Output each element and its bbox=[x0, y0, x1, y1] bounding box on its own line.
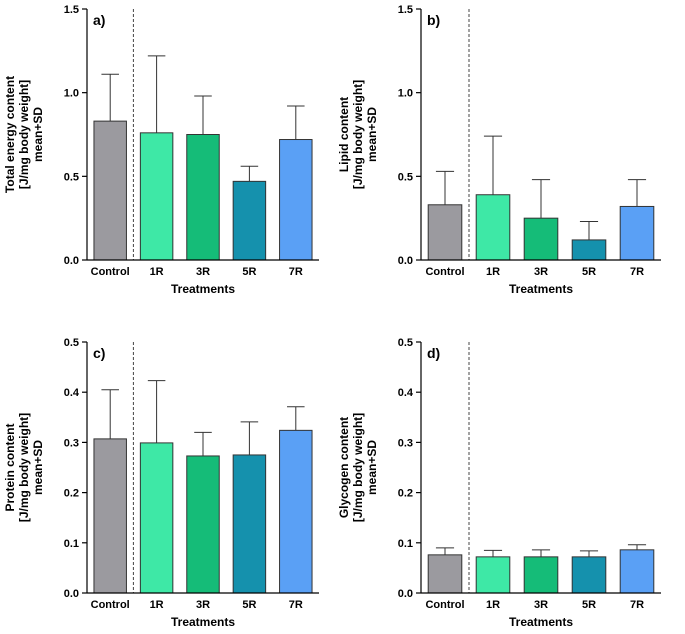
bar-7r bbox=[619, 205, 655, 261]
y-axis-title-line: [J/mg body weight] bbox=[351, 80, 365, 189]
x-tick-label: 3R bbox=[534, 266, 548, 278]
y-axis-title-line: mean+SD bbox=[365, 107, 379, 162]
x-axis-title: Treatments bbox=[509, 282, 573, 296]
bar-5r bbox=[571, 556, 607, 594]
panel-label: d) bbox=[427, 345, 440, 361]
y-tick-label: 0.5 bbox=[64, 171, 79, 183]
y-tick-label: 0.3 bbox=[64, 437, 79, 449]
x-axis-title: Treatments bbox=[171, 615, 235, 629]
y-axis-title-line: [J/mg body weight] bbox=[351, 413, 365, 522]
bar-1r bbox=[139, 442, 174, 594]
panel-label: c) bbox=[93, 345, 105, 361]
y-tick-label: 0.2 bbox=[398, 488, 413, 500]
y-tick-label: 0.4 bbox=[64, 387, 80, 399]
y-tick-label: 1.0 bbox=[64, 88, 79, 100]
bar-5r bbox=[571, 239, 607, 261]
y-tick-label: 0.5 bbox=[398, 337, 413, 349]
y-axis-title-line: mean+SD bbox=[365, 440, 379, 495]
x-tick-label: 3R bbox=[196, 599, 210, 611]
y-axis-title-line: Lipid content bbox=[337, 97, 351, 172]
y-tick-label: 1.5 bbox=[64, 4, 79, 16]
y-axis-title-line: Total energy content bbox=[3, 76, 17, 193]
y-tick-label: 0.1 bbox=[398, 538, 413, 550]
x-tick-label: 7R bbox=[289, 599, 303, 611]
bar-1r bbox=[475, 194, 511, 261]
x-tick-label: 1R bbox=[486, 266, 500, 278]
y-tick-label: 0.4 bbox=[398, 387, 414, 399]
bar-3r bbox=[523, 217, 559, 261]
x-tick-label: 7R bbox=[630, 266, 644, 278]
chart-panel-a: Control 1R 3R 5R 7R 0.0 0.5 1.0 1.5 a) Treatments T… bbox=[3, 4, 319, 296]
bar-7r bbox=[279, 429, 313, 594]
y-tick-label: 0.3 bbox=[398, 437, 413, 449]
chart-panel-d: Control 1R 3R 5R 7R 0.0 0.1 0.2 0.3 0.4 0.5 d) Treat… bbox=[337, 337, 661, 629]
bar-control bbox=[93, 120, 127, 261]
x-tick-label: 1R bbox=[150, 599, 164, 611]
y-axis-title-line: [J/mg body weight] bbox=[17, 413, 31, 522]
bar-3r bbox=[186, 455, 220, 594]
x-tick-label: 3R bbox=[534, 599, 548, 611]
x-tick-label: Control bbox=[425, 599, 464, 611]
y-tick-label: 0.1 bbox=[64, 538, 79, 550]
y-tick-label: 0.0 bbox=[398, 255, 413, 267]
x-axis-title: Treatments bbox=[171, 282, 235, 296]
y-axis-title-line: [J/mg body weight] bbox=[17, 80, 31, 189]
x-tick-label: 5R bbox=[582, 599, 596, 611]
bar-5r bbox=[232, 180, 267, 261]
bar-3r bbox=[186, 134, 220, 261]
x-tick-label: 3R bbox=[196, 266, 210, 278]
chart-panel-c: Control 1R 3R 5R 7R 0.0 0.1 0.2 0.3 0.4 0.5 c) Treat… bbox=[3, 337, 319, 629]
y-tick-label: 1.0 bbox=[398, 88, 413, 100]
y-axis-title-line: Glycogen content bbox=[337, 417, 351, 518]
bar-7r bbox=[619, 549, 655, 594]
y-tick-label: 0.5 bbox=[398, 171, 413, 183]
panel-label: a) bbox=[93, 12, 105, 28]
x-tick-label: 7R bbox=[630, 599, 644, 611]
x-tick-label: 1R bbox=[150, 266, 164, 278]
x-tick-label: Control bbox=[425, 266, 464, 278]
bar-7r bbox=[279, 139, 313, 261]
bar-3r bbox=[523, 556, 559, 594]
x-tick-label: 7R bbox=[289, 266, 303, 278]
x-tick-label: Control bbox=[91, 266, 130, 278]
chart-panel-b: Control 1R 3R 5R 7R 0.0 0.5 1.0 1.5 b) Treatments L… bbox=[337, 4, 661, 296]
y-axis-title-line: Protein content bbox=[3, 423, 17, 511]
x-tick-label: 5R bbox=[582, 266, 596, 278]
y-tick-label: 1.5 bbox=[398, 4, 413, 16]
x-tick-label: 5R bbox=[242, 599, 256, 611]
x-tick-label: Control bbox=[91, 599, 130, 611]
x-tick-label: 5R bbox=[242, 266, 256, 278]
y-axis-title-line: mean+SD bbox=[31, 107, 45, 162]
y-tick-label: 0.5 bbox=[64, 337, 79, 349]
y-tick-label: 0.0 bbox=[398, 588, 413, 600]
bar-control bbox=[427, 554, 463, 594]
bar-1r bbox=[139, 132, 174, 261]
y-tick-label: 0.0 bbox=[64, 255, 79, 267]
y-axis-title-line: mean+SD bbox=[31, 440, 45, 495]
y-tick-label: 0.2 bbox=[64, 488, 79, 500]
bar-5r bbox=[232, 454, 267, 594]
panel-label: b) bbox=[427, 12, 440, 28]
bar-control bbox=[427, 204, 463, 261]
bar-1r bbox=[475, 556, 511, 594]
x-tick-label: 1R bbox=[486, 599, 500, 611]
bar-control bbox=[93, 438, 127, 594]
x-axis-title: Treatments bbox=[509, 615, 573, 629]
y-tick-label: 0.0 bbox=[64, 588, 79, 600]
